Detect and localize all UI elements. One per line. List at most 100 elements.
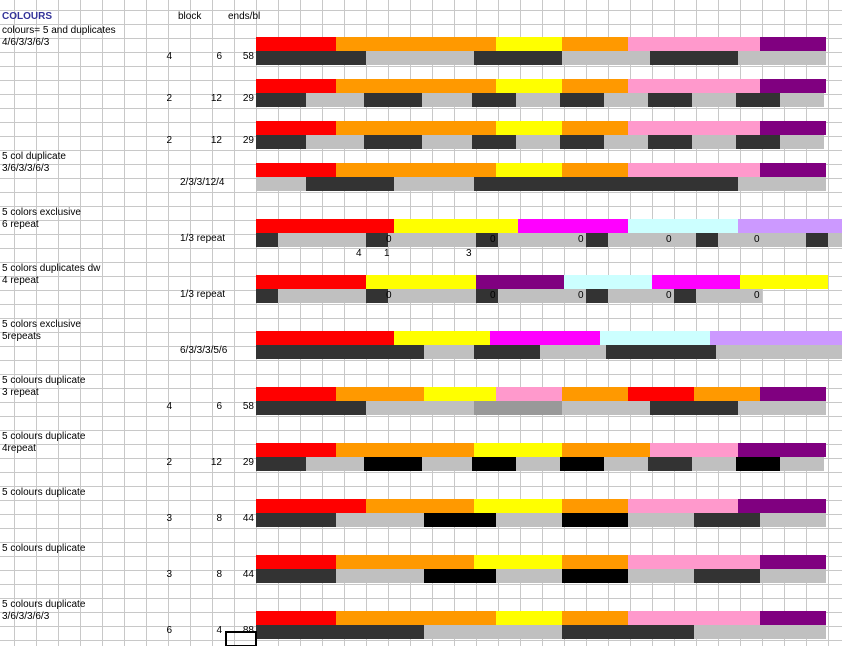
color-stripe-top [256, 219, 394, 233]
color-stripe-top [256, 275, 366, 289]
color-stripe-bottom [336, 513, 424, 527]
block-value: 4 [166, 401, 172, 412]
zero-marker: 0 [490, 290, 496, 301]
color-stripe-bottom [560, 93, 604, 107]
color-stripe-top [562, 611, 628, 625]
color-stripe-bottom [498, 233, 586, 247]
selected-cell[interactable] [225, 631, 257, 646]
color-stripe-bottom [422, 135, 472, 149]
color-stripe-bottom [694, 625, 826, 639]
color-stripe-top [760, 79, 826, 93]
row-label-sub: 5repeats [2, 331, 41, 342]
color-stripe-bottom [366, 289, 388, 303]
color-stripe-bottom [256, 569, 336, 583]
row-label-title: 5 colours duplicate [2, 431, 86, 442]
color-stripe-bottom [424, 625, 562, 639]
ends-value-b: 29 [242, 457, 254, 468]
color-stripe-bottom [472, 135, 516, 149]
block-value: 3 [166, 513, 172, 524]
ends-value-a: 12 [210, 135, 222, 146]
color-stripe-bottom [562, 513, 628, 527]
color-stripe-top [694, 387, 760, 401]
color-stripe-top [562, 499, 628, 513]
color-stripe-bottom [562, 401, 650, 415]
color-stripe-bottom [388, 289, 476, 303]
color-stripe-top [518, 219, 628, 233]
zero-marker: 0 [578, 234, 584, 245]
color-stripe-bottom [366, 51, 474, 65]
color-stripe-bottom [692, 93, 736, 107]
color-stripe-bottom [306, 135, 364, 149]
color-stripe-bottom [692, 457, 736, 471]
color-stripe-bottom [736, 135, 780, 149]
color-stripe-top [600, 331, 710, 345]
ends-value-a: 6 [216, 51, 222, 62]
color-stripe-bottom [394, 177, 474, 191]
color-stripe-top [496, 163, 562, 177]
color-stripe-top [740, 275, 828, 289]
row-label-sub: 4 repeat [2, 275, 39, 286]
color-stripe-bottom [516, 93, 560, 107]
color-stripe-top [336, 121, 496, 135]
color-stripe-bottom [306, 177, 394, 191]
zero-marker: 0 [754, 234, 760, 245]
color-stripe-top [628, 499, 738, 513]
block-text: 1/3 repeat [180, 233, 226, 244]
color-stripe-top [760, 121, 826, 135]
block-value: 2 [166, 135, 172, 146]
color-stripe-bottom [736, 457, 780, 471]
color-stripe-top [256, 499, 366, 513]
color-stripe-bottom [560, 135, 604, 149]
color-stripe-bottom [608, 289, 674, 303]
color-stripe-bottom [604, 135, 648, 149]
color-stripe-top [474, 443, 562, 457]
color-stripe-bottom [256, 51, 366, 65]
color-stripe-top [336, 555, 474, 569]
color-stripe-bottom [474, 401, 562, 415]
color-stripe-top [564, 275, 652, 289]
color-stripe-top [256, 555, 336, 569]
row-label-title: colours= 5 and duplicates [2, 25, 116, 36]
color-stripe-top [256, 163, 336, 177]
color-stripe-top [628, 37, 760, 51]
color-stripe-bottom [256, 345, 424, 359]
color-stripe-bottom [366, 401, 474, 415]
row-label-title: 5 colours duplicate [2, 599, 86, 610]
column-header-block: block [178, 11, 202, 22]
row-label-sub: 3/6/3/3/6/3 [2, 163, 50, 174]
color-stripe-bottom [828, 233, 842, 247]
color-stripe-bottom [560, 457, 604, 471]
row-label-title: 5 colors duplicates dw [2, 263, 101, 274]
block-text: 2/3/3/12/4 [180, 177, 225, 188]
color-stripe-top [628, 555, 760, 569]
sheet-title: COLOURS [2, 11, 52, 22]
block-text: 6/3/3/3/5/6 [180, 345, 228, 356]
color-stripe-bottom [692, 135, 736, 149]
column-header-ends: ends/bl [228, 11, 261, 22]
color-stripe-top [256, 79, 336, 93]
color-stripe-top [336, 443, 474, 457]
color-stripe-bottom [256, 135, 306, 149]
color-stripe-top [256, 121, 336, 135]
color-stripe-bottom [780, 135, 824, 149]
ends-value-a: 6 [216, 401, 222, 412]
color-stripe-bottom [364, 93, 422, 107]
color-stripe-bottom [366, 233, 388, 247]
block-value: 2 [166, 93, 172, 104]
color-stripe-bottom [256, 289, 278, 303]
color-stripe-top [760, 555, 826, 569]
ends-value-b: 44 [242, 513, 254, 524]
color-stripe-bottom [256, 93, 306, 107]
ends-value-b: 88 [242, 625, 254, 636]
color-stripe-top [628, 219, 738, 233]
color-stripe-top [496, 387, 562, 401]
color-stripe-top [562, 121, 628, 135]
zero-marker: 0 [578, 290, 584, 301]
ends-value-b: 29 [242, 135, 254, 146]
color-stripe-bottom [562, 625, 694, 639]
zero-marker: 0 [490, 234, 496, 245]
ends-value-b: 29 [242, 93, 254, 104]
color-stripe-top [738, 499, 826, 513]
ends-value-b: 58 [242, 51, 254, 62]
